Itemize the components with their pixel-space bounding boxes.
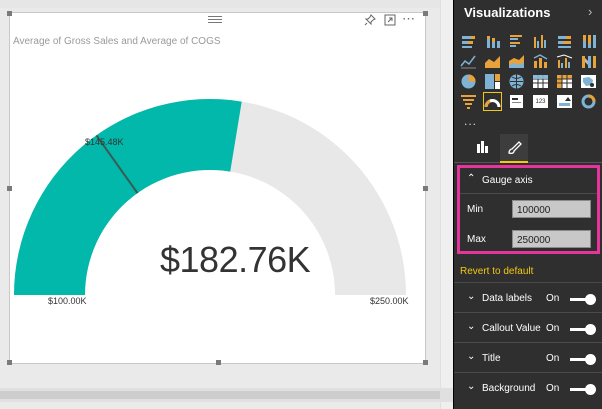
stacked-bar-icon[interactable] [460,33,477,50]
more-options-icon[interactable]: ⋯ [402,11,415,26]
section-divider [454,282,602,283]
gauge-axis-highlight [457,165,600,254]
format-section-callout-value[interactable]: Callout Value [482,323,541,334]
gauge-min-label: $100.00K [48,296,87,306]
line-column-icon[interactable] [532,53,549,70]
toggle-state-label: On [546,353,560,364]
card-icon[interactable] [508,93,525,110]
toggle-switch[interactable] [570,358,592,361]
gauge-axis-header[interactable]: Gauge axis [482,175,533,186]
toggle-knob[interactable] [585,294,596,305]
format-tab-icon [508,141,522,155]
fields-tab[interactable] [470,134,496,163]
gauge-visual[interactable]: ⋯ Average of Gross Sales and Average of … [9,12,426,364]
100-bar-icon[interactable] [556,33,573,50]
gauge-max-label: $250.00K [370,296,409,306]
visualizations-pane: Visualizations › 123 ... ⌃ Gauge axis [453,0,602,409]
clustered-column-icon[interactable] [532,33,549,50]
fields-tab-icon [477,141,488,153]
pin-icon[interactable] [364,14,376,29]
more-visuals-icon[interactable]: ... [464,114,478,128]
resize-handle-ml[interactable] [7,186,12,191]
pane-tabs [454,134,602,163]
chevron-down-icon[interactable]: ⌄ [467,291,476,302]
gauge-icon[interactable] [483,92,502,111]
pane-title: Visualizations [464,5,551,20]
visual-title: Average of Gross Sales and Average of CO… [13,36,221,47]
matrix-icon[interactable] [556,73,573,90]
funnel-icon[interactable] [460,93,477,110]
map-icon[interactable] [508,73,525,90]
toggle-switch[interactable] [570,328,592,331]
toggle-knob[interactable] [585,384,596,395]
format-section-background[interactable]: Background [482,383,536,394]
gauge-value-label: $182.76K [160,239,311,280]
revert-to-default-link[interactable]: Revert to default [460,266,534,277]
stacked-area-icon[interactable] [508,53,525,70]
clustered-bar-icon[interactable] [508,33,525,50]
gauge-fill [14,99,242,295]
resize-handle-tr[interactable] [423,11,428,16]
resize-handle-bm[interactable] [216,360,221,365]
chevron-up-icon[interactable]: ⌃ [467,173,476,184]
table-icon[interactable] [532,73,549,90]
line-chart-icon[interactable] [460,53,477,70]
canvas-top-bar [0,0,453,8]
chevron-right-icon[interactable]: › [588,4,593,19]
ribbon-chart-icon[interactable] [580,53,597,70]
format-section-title[interactable]: Title [482,353,501,364]
format-section-data-labels[interactable]: Data labels [482,293,533,304]
section-divider [460,193,597,194]
toggle-switch[interactable] [570,298,592,301]
toggle-state-label: On [546,383,560,394]
chevron-down-icon[interactable]: ⌄ [467,351,476,362]
donut-icon[interactable] [580,93,597,110]
section-divider [454,312,602,313]
toggle-state-label: On [546,323,560,334]
svg-text:123: 123 [535,99,546,105]
toggle-knob[interactable] [585,324,596,335]
section-divider [454,342,602,343]
section-divider [454,372,602,373]
pie-chart-icon[interactable] [460,73,477,90]
area-chart-icon[interactable] [484,53,501,70]
chevron-down-icon[interactable]: ⌄ [467,321,476,332]
min-label: Min [467,204,484,215]
drag-grip-icon[interactable] [208,16,222,23]
gauge-chart [14,99,406,295]
treemap-icon[interactable] [484,73,501,90]
gauge-target-line [95,134,139,194]
max-field[interactable] [512,230,591,248]
report-canvas: ⋯ Average of Gross Sales and Average of … [0,0,453,409]
filled-map-icon[interactable] [580,73,597,90]
toggle-switch[interactable] [570,388,592,391]
resize-handle-br[interactable] [423,360,428,365]
canvas-vertical-scrollbar[interactable] [440,0,453,409]
line-clustered-icon[interactable] [556,53,573,70]
focus-mode-icon[interactable] [384,14,396,29]
resize-handle-tl[interactable] [7,11,12,16]
toggle-state-label: On [546,293,560,304]
multi-row-card-icon[interactable]: 123 [532,93,549,110]
min-field[interactable] [512,200,591,218]
format-tab[interactable] [500,134,528,163]
resize-handle-mr[interactable] [423,186,428,191]
chevron-down-icon[interactable]: ⌄ [467,381,476,392]
stacked-column-icon[interactable] [484,33,501,50]
100-column-icon[interactable] [580,33,597,50]
gauge-target-label: $145.48K [85,137,124,147]
toggle-knob[interactable] [585,354,596,365]
max-label: Max [467,234,486,245]
canvas-scroll-thumb[interactable] [0,391,440,399]
resize-handle-bl[interactable] [7,360,12,365]
kpi-icon[interactable] [556,93,573,110]
